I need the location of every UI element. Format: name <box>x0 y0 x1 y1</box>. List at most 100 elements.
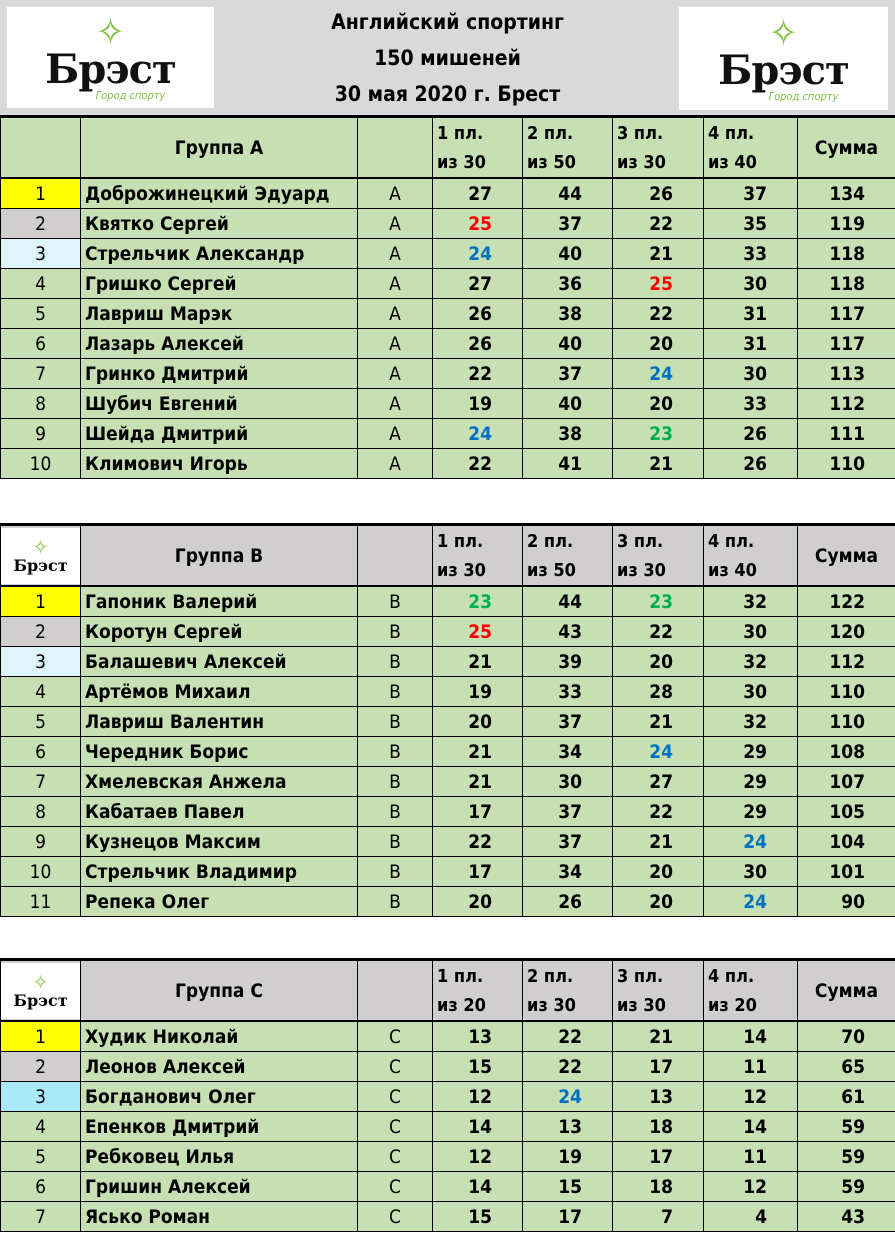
rank-cell: 3 <box>0 1081 81 1112</box>
title-banner: ✧ Брэст Город спорту Английский спортинг… <box>0 0 895 116</box>
score-stand-4: 37 <box>703 177 798 209</box>
score-stand-2: 44 <box>522 585 613 617</box>
header-sum: Сумма <box>797 524 895 587</box>
rank-cell: 8 <box>0 796 81 827</box>
logo-text: Брэст <box>13 555 68 575</box>
group-cell: В <box>357 676 433 707</box>
score-stand-2: 13 <box>522 1111 613 1142</box>
logo-text: Брэст <box>45 46 177 93</box>
rank-cell: 8 <box>0 388 81 419</box>
score-stand-1: 27 <box>432 177 523 209</box>
sum-cell: 110 <box>797 448 895 479</box>
score-stand-3: 18 <box>612 1111 704 1142</box>
score-stand-4: 32 <box>703 646 798 677</box>
score-stand-3: 20 <box>612 328 704 359</box>
sum-cell: 134 <box>797 177 895 209</box>
score-stand-2: 22 <box>522 1051 613 1082</box>
rank-cell: 2 <box>0 616 81 647</box>
score-stand-3: 17 <box>612 1051 704 1082</box>
table-row: 11 Репека Олег В 20 26 20 24 90 <box>0 886 895 917</box>
score-stand-1: 21 <box>432 646 523 677</box>
score-stand-2: 37 <box>522 706 613 737</box>
rank-cell: 3 <box>0 238 81 269</box>
rank-cell: 9 <box>0 826 81 857</box>
sum-cell: 118 <box>797 268 895 299</box>
score-stand-2: 40 <box>522 238 613 269</box>
participant-name: Кузнецов Максим <box>80 826 358 857</box>
header-group-cell <box>357 116 433 179</box>
score-stand-1: 14 <box>432 1171 523 1202</box>
group-cell: А <box>357 238 433 269</box>
score-stand-3: 20 <box>612 646 704 677</box>
score-stand-3: 17 <box>612 1141 704 1172</box>
participant-name: Леонов Алексей <box>80 1051 358 1082</box>
sum-cell: 112 <box>797 388 895 419</box>
header-logo-cell: ✧ Брэст <box>0 959 81 1022</box>
table-header-row: Группа А 1 пл. из 30 2 пл. из 50 3 пл. из 3… <box>0 116 895 179</box>
table-row: 4 Гришко Сергей А 27 36 25 30 118 <box>0 268 895 299</box>
rank-cell: 1 <box>0 585 81 617</box>
score-stand-3: 21 <box>612 1020 704 1052</box>
table-row: 8 Кабатаев Павел В 17 37 22 29 105 <box>0 796 895 827</box>
header-stand-1: 1 пл. из 30 <box>432 524 523 587</box>
table-row: 4 Епенков Дмитрий С 14 13 18 14 59 <box>0 1111 895 1142</box>
participant-name: Стрельчик Александр <box>80 238 358 269</box>
score-stand-4: 29 <box>703 736 798 767</box>
group-cell: С <box>357 1051 433 1082</box>
sum-cell: 65 <box>797 1051 895 1082</box>
participant-name: Климович Игорь <box>80 448 358 479</box>
score-stand-4: 11 <box>703 1051 798 1082</box>
score-stand-1: 26 <box>432 298 523 329</box>
participant-name: Гришин Алексей <box>80 1171 358 1202</box>
score-stand-4: 35 <box>703 208 798 239</box>
header-sum: Сумма <box>797 116 895 179</box>
sum-cell: 70 <box>797 1020 895 1052</box>
score-stand-1: 13 <box>432 1020 523 1052</box>
table-row: 2 Коротун Сергей В 25 43 22 30 120 <box>0 616 895 647</box>
sum-cell: 119 <box>797 208 895 239</box>
table-row: 1 Худик Николай С 13 22 21 14 70 <box>0 1020 895 1052</box>
table-row: 2 Квятко Сергей А 25 37 22 35 119 <box>0 208 895 239</box>
header-stand-1: 1 пл. из 20 <box>432 959 523 1022</box>
participant-name: Шубич Евгений <box>80 388 358 419</box>
group-cell: А <box>357 268 433 299</box>
table-row: 5 Лавриш Валентин В 20 37 21 32 110 <box>0 706 895 737</box>
participant-name: Лавриш Марэк <box>80 298 358 329</box>
score-stand-4: 24 <box>703 826 798 857</box>
logo-tagline: Город спорту <box>95 89 166 102</box>
score-stand-1: 22 <box>432 826 523 857</box>
score-stand-1: 19 <box>432 676 523 707</box>
rank-cell: 4 <box>0 676 81 707</box>
score-stand-1: 17 <box>432 856 523 887</box>
score-stand-2: 34 <box>522 736 613 767</box>
score-stand-2: 22 <box>522 1020 613 1052</box>
rank-cell: 6 <box>0 1171 81 1202</box>
rank-cell: 5 <box>0 1141 81 1172</box>
participant-name: Богданович Олег <box>80 1081 358 1112</box>
group-cell: А <box>357 418 433 449</box>
sum-cell: 105 <box>797 796 895 827</box>
sum-cell: 107 <box>797 766 895 797</box>
score-stand-3: 20 <box>612 856 704 887</box>
score-stand-2: 34 <box>522 856 613 887</box>
rank-cell: 10 <box>0 448 81 479</box>
group-cell: В <box>357 585 433 617</box>
score-stand-1: 25 <box>432 208 523 239</box>
score-stand-4: 30 <box>703 268 798 299</box>
score-stand-2: 17 <box>522 1201 613 1232</box>
table-row: 10 Климович Игорь А 22 41 21 26 110 <box>0 448 895 479</box>
group-cell: В <box>357 886 433 917</box>
sum-cell: 122 <box>797 585 895 617</box>
rank-cell: 2 <box>0 1051 81 1082</box>
header-stand-3: 3 пл. из 30 <box>612 116 704 179</box>
header-stand-2: 2 пл. из 30 <box>522 959 613 1022</box>
participant-name: Ребковец Илья <box>80 1141 358 1172</box>
table-row: 4 Артёмов Михаил В 19 33 28 30 110 <box>0 676 895 707</box>
sum-cell: 61 <box>797 1081 895 1112</box>
table-row: 10 Стрельчик Владимир В 17 34 20 30 101 <box>0 856 895 887</box>
participant-name: Епенков Дмитрий <box>80 1111 358 1142</box>
participant-name: Квятко Сергей <box>80 208 358 239</box>
